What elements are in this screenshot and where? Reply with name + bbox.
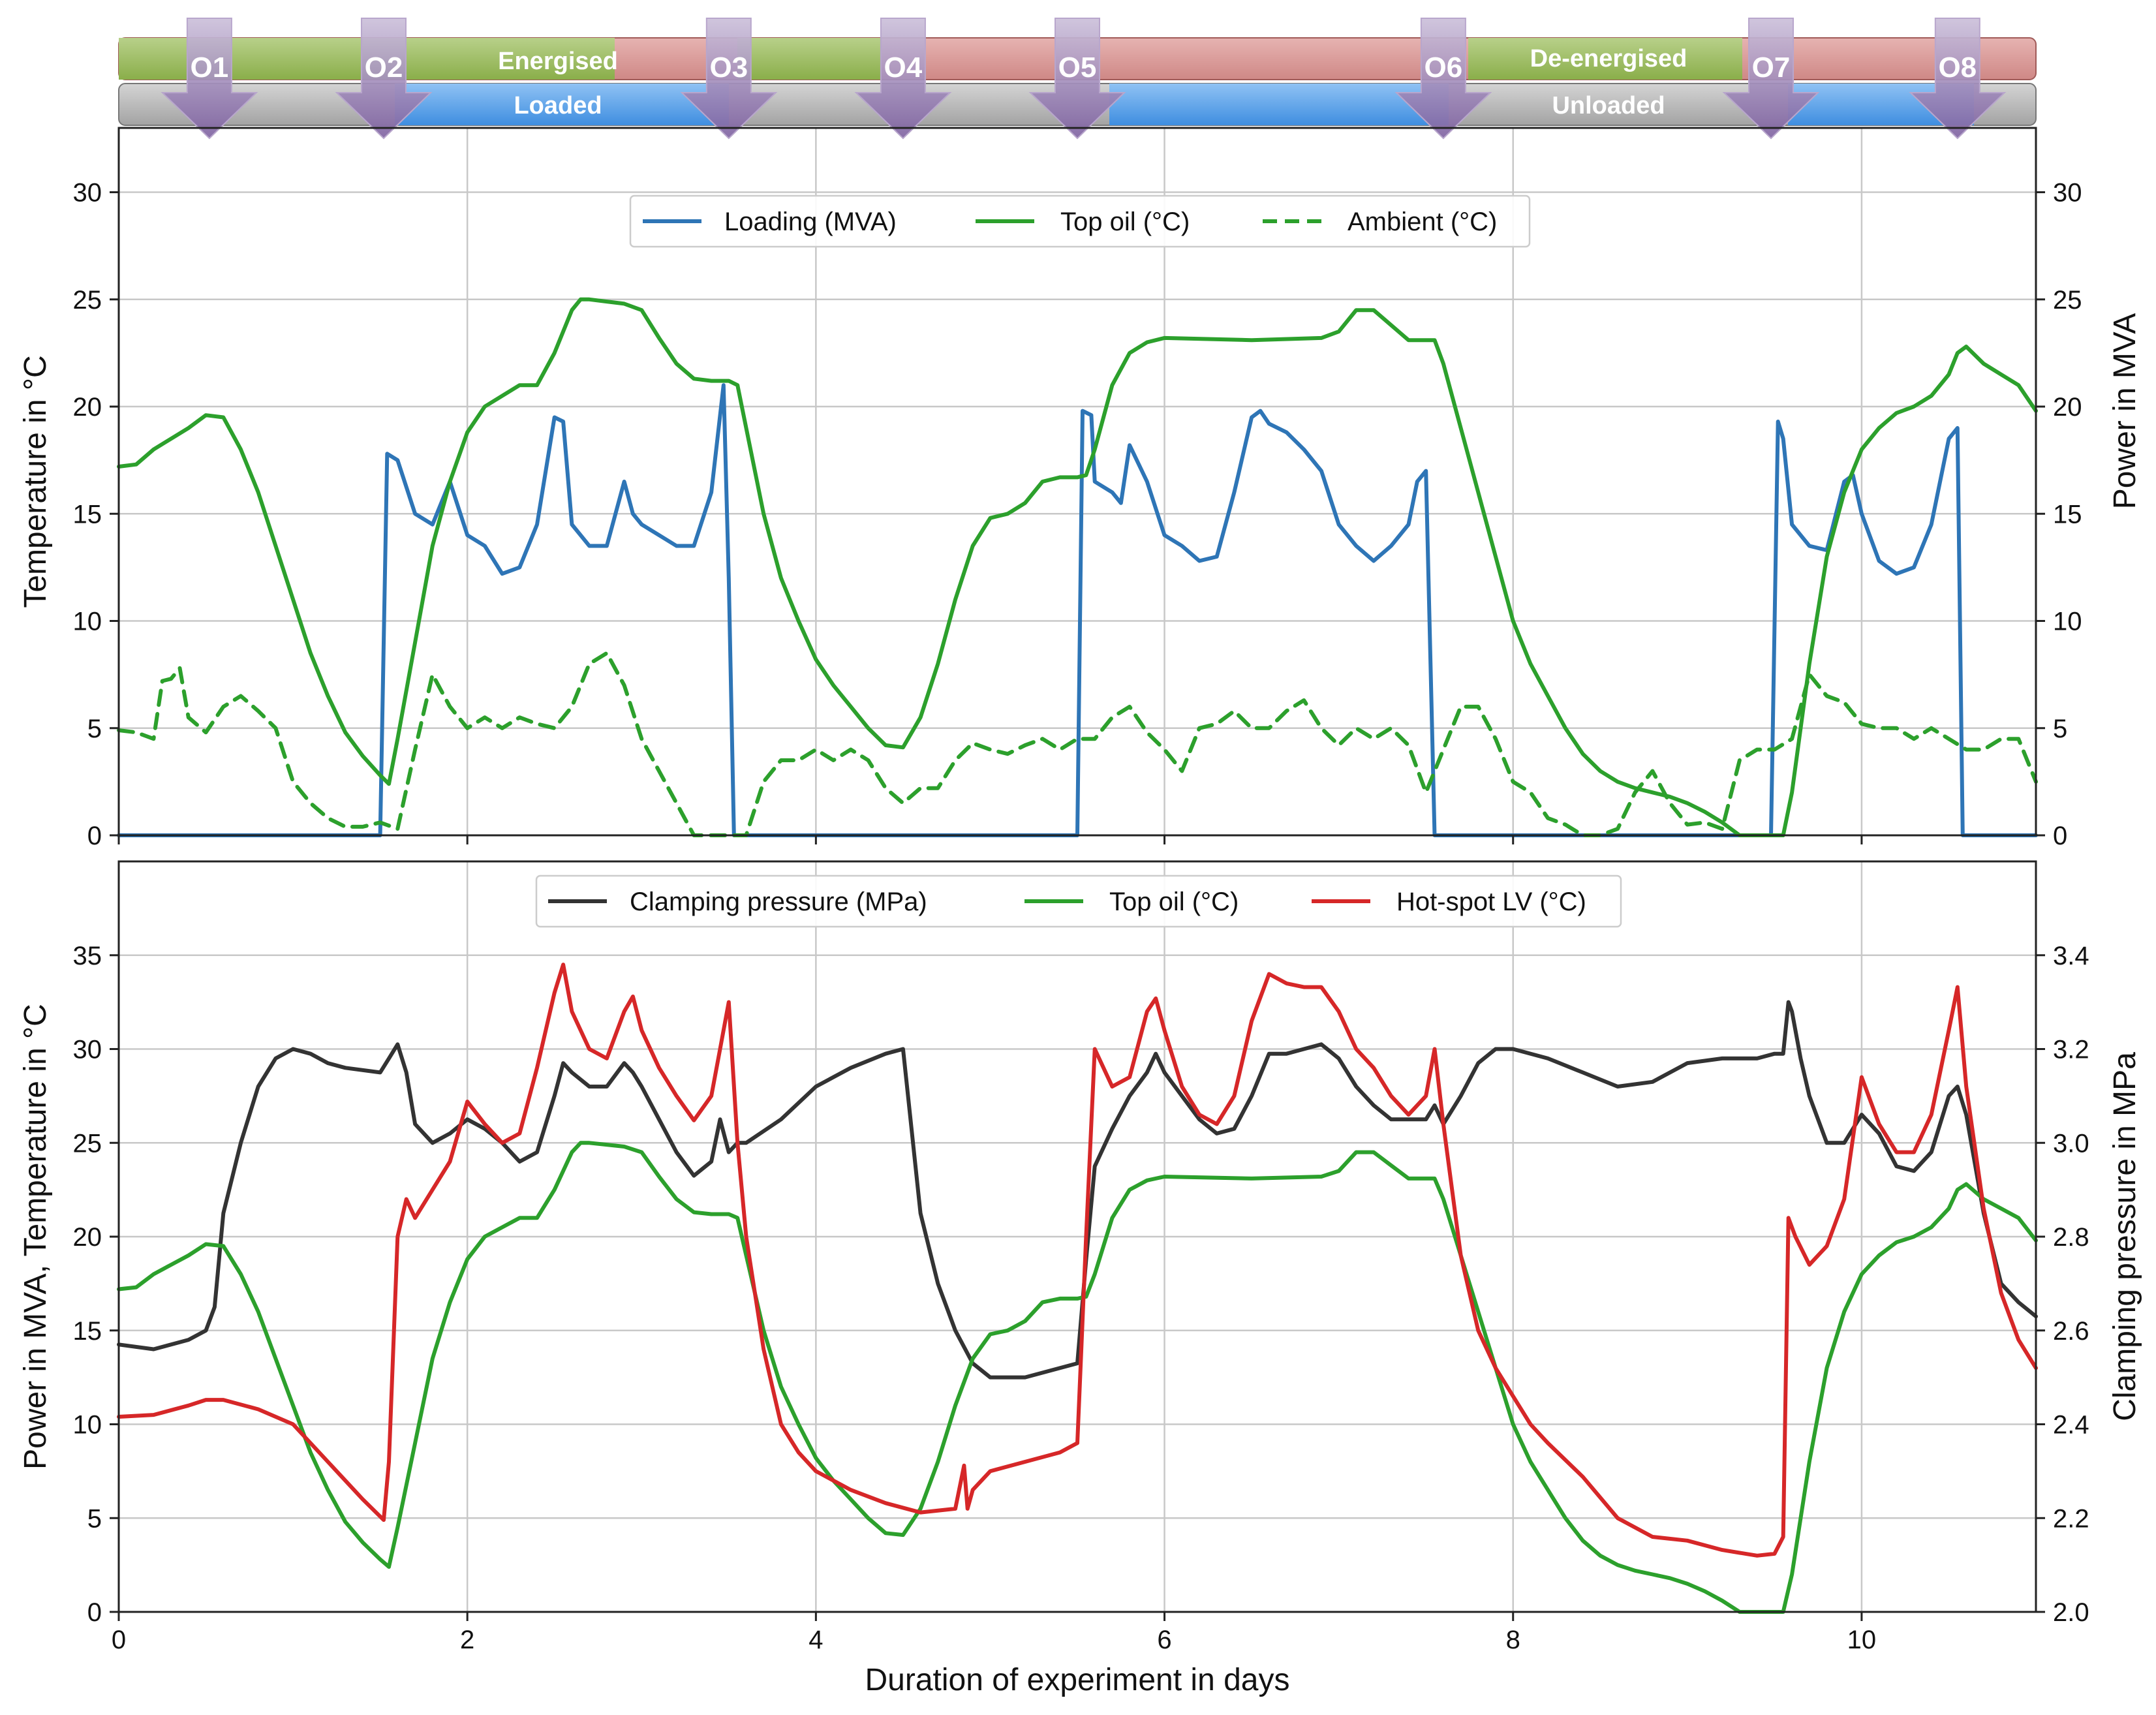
- top-legend-box: [629, 194, 1531, 248]
- bottom-ytick-label: 0: [87, 1598, 102, 1627]
- bottom-y2tick-label: 2.0: [2053, 1598, 2089, 1627]
- operation-marker-label: O1: [191, 52, 229, 84]
- energised-band-green-2: [737, 38, 881, 80]
- bottom-y2tick-label: 2.6: [2053, 1317, 2089, 1346]
- down-arrow-icon: [161, 18, 258, 140]
- deenergised-band: [1468, 38, 1742, 80]
- timeline-bar: Energised De-energised Loaded Unloaded O…: [118, 18, 2037, 140]
- bottom-y2tick-label: 3.4: [2053, 942, 2089, 970]
- bottom-y2tick-label: 3.0: [2053, 1129, 2089, 1158]
- legend-label-loading: Loading (MVA): [724, 208, 897, 236]
- energised-label: Energised: [498, 48, 618, 75]
- x-axis-label: Duration of experiment in days: [865, 1663, 1290, 1697]
- top-y2tick-label: 20: [2053, 393, 2082, 422]
- deenergised-label: De-energised: [1530, 45, 1687, 72]
- top-frame: [117, 127, 2037, 837]
- bottom-ytick-label: 35: [73, 942, 102, 970]
- legend-label-hotspot: Hot-spot LV (°C): [1396, 888, 1586, 916]
- operation-marker-label: O6: [1424, 52, 1463, 84]
- bottom-xtick-label: 4: [808, 1626, 823, 1654]
- bottom-ytick-label: 20: [73, 1223, 102, 1252]
- top-ytick-label: 0: [87, 822, 102, 850]
- bottom-y2tick-label: 2.8: [2053, 1223, 2089, 1252]
- down-arrow-icon: [854, 18, 952, 140]
- legend-label-clamping: Clamping pressure (MPa): [630, 888, 927, 916]
- bottom-ticks: 0 2 4 6 8 10 0 5 10 15 20 25 30 35 2.0 2.2 2.4 2.6 2.8 3.0 3…: [73, 942, 2089, 1654]
- operation-marker-o7: O7: [1722, 18, 1820, 140]
- down-arrow-icon: [1722, 18, 1820, 140]
- bottom-y2tick-label: 2.4: [2053, 1411, 2089, 1440]
- operation-marker-o4: O4: [854, 18, 952, 140]
- top-y2tick-label: 30: [2053, 179, 2082, 208]
- operation-marker-o5: O5: [1028, 18, 1126, 140]
- operation-marker-label: O2: [365, 52, 403, 84]
- operation-marker-o8: O8: [1909, 18, 2007, 140]
- bottom-xtick-label: 0: [112, 1626, 126, 1654]
- bottom-ytick-label: 15: [73, 1317, 102, 1346]
- operation-marker-label: O4: [884, 52, 923, 84]
- operation-marker-label: O3: [709, 52, 748, 84]
- bottom-legend: Clamping pressure (MPa) Top oil (°C) Hot…: [535, 874, 1622, 928]
- bottom-ytick-label: 30: [73, 1036, 102, 1064]
- operation-markers: O1 O2 O3 O4 O5 O6 O7 O8: [161, 18, 2007, 140]
- top-ytick-label: 5: [87, 715, 102, 743]
- top-ytick-label: 15: [73, 500, 102, 529]
- down-arrow-icon: [1028, 18, 1126, 140]
- top-y2-label: Power in MVA: [2108, 313, 2142, 510]
- top-ticks: 0 5 10 15 20 25 30 0 5 10 15 20 25 30: [73, 179, 2082, 850]
- loaded-band-1: [395, 84, 729, 125]
- legend-label-ambient: Ambient (°C): [1348, 208, 1497, 236]
- top-y2tick-label: 25: [2053, 286, 2082, 315]
- bottom-series: [117, 963, 2038, 1614]
- bottom-series-top-oil-c: [117, 1141, 2038, 1614]
- down-arrow-icon: [1909, 18, 2007, 140]
- operation-marker-o3: O3: [680, 18, 778, 140]
- bottom-ytick-label: 10: [73, 1411, 102, 1440]
- top-series-ambient-c: [117, 651, 2038, 837]
- top-legend: Loading (MVA) Top oil (°C) Ambient (°C): [629, 194, 1531, 248]
- top-ytick-label: 25: [73, 286, 102, 315]
- operation-marker-o2: O2: [335, 18, 433, 140]
- bottom-panel: 0 2 4 6 8 10 0 5 10 15 20 25 30 35 2.0 2.2 2.4 2.6 2.8 3.0 3…: [18, 860, 2142, 1697]
- unloaded-label: Unloaded: [1552, 92, 1665, 119]
- top-panel: 0 5 10 15 20 25 30 0 5 10 15 20 25 30 Temperature in …: [18, 127, 2142, 850]
- top-y2tick-label: 10: [2053, 608, 2082, 636]
- operation-marker-o6: O6: [1394, 18, 1492, 140]
- loaded-band-2: [1109, 84, 1449, 125]
- top-ytick-label: 30: [73, 179, 102, 208]
- top-y2tick-label: 5: [2053, 715, 2067, 743]
- bottom-y-label: Power in MVA, Temperature in °C: [18, 1004, 53, 1470]
- bottom-y2tick-label: 3.2: [2053, 1036, 2089, 1064]
- bottom-xtick-label: 8: [1506, 1626, 1520, 1654]
- down-arrow-icon: [1394, 18, 1492, 140]
- down-arrow-icon: [335, 18, 433, 140]
- loaded-label: Loaded: [514, 92, 602, 119]
- operation-marker-label: O8: [1938, 52, 1977, 84]
- bottom-y2tick-label: 2.2: [2053, 1504, 2089, 1533]
- operation-marker-label: O5: [1058, 52, 1097, 84]
- top-series-loading-mva: [117, 383, 2038, 837]
- bottom-series-hot-spot-lv-c: [117, 963, 2038, 1558]
- legend-label-topoil: Top oil (°C): [1060, 208, 1190, 236]
- bottom-grid: [117, 861, 2036, 1613]
- top-series: [117, 297, 2038, 837]
- top-ytick-label: 10: [73, 608, 102, 636]
- top-y-label: Temperature in °C: [18, 355, 53, 608]
- operation-marker-o1: O1: [161, 18, 258, 140]
- bottom-y2-label: Clamping pressure in MPa: [2108, 1052, 2142, 1421]
- down-arrow-icon: [680, 18, 778, 140]
- top-y2tick-label: 0: [2053, 822, 2067, 850]
- bottom-ytick-label: 25: [73, 1129, 102, 1158]
- top-y2tick-label: 15: [2053, 500, 2082, 529]
- bottom-xtick-label: 6: [1157, 1626, 1171, 1654]
- operation-marker-label: O7: [1752, 52, 1791, 84]
- top-ytick-label: 20: [73, 393, 102, 422]
- bottom-xtick-label: 10: [1847, 1626, 1877, 1654]
- bottom-series-clamping-pressure-mpa: [117, 1000, 2038, 1380]
- bottom-xtick-label: 2: [460, 1626, 474, 1654]
- bottom-ytick-label: 5: [87, 1504, 102, 1533]
- legend-label-topoil-2: Top oil (°C): [1109, 888, 1239, 916]
